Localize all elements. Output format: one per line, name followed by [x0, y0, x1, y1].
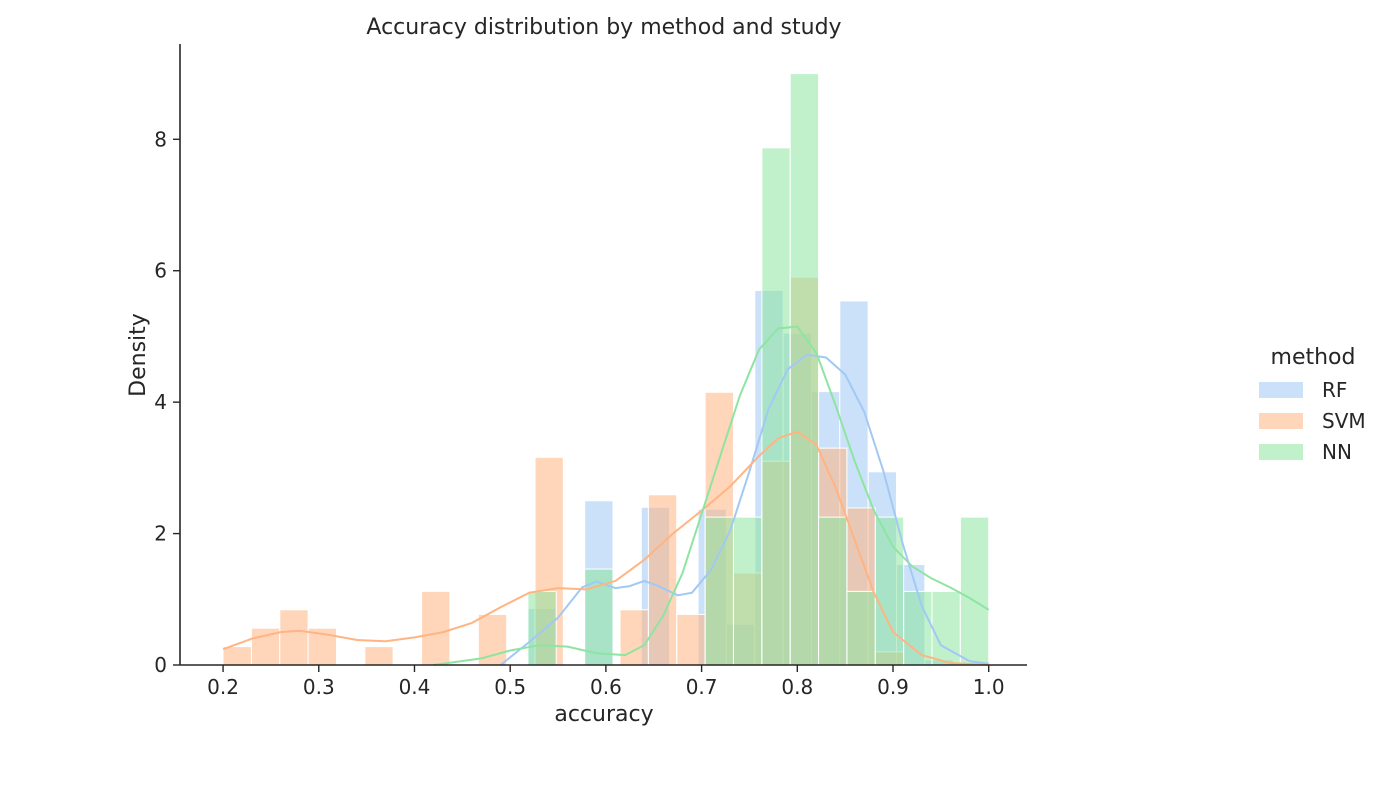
- histogram-bar-nn: [732, 516, 763, 666]
- legend-title: method: [1271, 345, 1356, 370]
- histogram-bar-nn: [818, 516, 848, 666]
- legend-swatch-nn: [1259, 444, 1303, 460]
- legend-swatch-svm: [1259, 413, 1303, 429]
- legend-label-rf: RF: [1322, 378, 1347, 402]
- histogram-bar-svm: [279, 609, 309, 666]
- y-tick-label: 0: [154, 653, 167, 677]
- y-tick-label: 6: [154, 259, 167, 283]
- x-tick-label: 0.8: [781, 675, 813, 699]
- x-axis-ticks: 0.2 0.3 0.4 0.5 0.6 0.7 0.8 0.9 1.0: [207, 665, 1005, 699]
- histogram-bar-nn: [903, 590, 933, 666]
- x-tick-label: 1.0: [973, 675, 1005, 699]
- histogram-bar-nn: [527, 590, 557, 666]
- legend-swatch-rf: [1259, 382, 1303, 398]
- histogram-bars: [222, 73, 990, 666]
- legend-label-nn: NN: [1322, 440, 1352, 464]
- histogram-bar-svm: [619, 609, 649, 666]
- x-tick-label: 0.7: [686, 675, 718, 699]
- histogram-bar-nn: [846, 590, 876, 666]
- kde-line-nn: [433, 325, 990, 666]
- histogram-bar-svm: [477, 613, 508, 666]
- histogram-bar-nn: [959, 516, 990, 666]
- histogram-bar-svm: [647, 494, 678, 666]
- histogram-bar-nn: [789, 73, 820, 666]
- histogram-bar-svm: [222, 646, 252, 666]
- x-tick-label: 0.4: [399, 675, 431, 699]
- histogram-bar-nn: [704, 516, 734, 666]
- chart-title: Accuracy distribution by method and stud…: [366, 15, 841, 40]
- histogram-bar-svm: [421, 590, 451, 666]
- x-tick-label: 0.2: [207, 675, 239, 699]
- y-axis-title: Density: [126, 313, 151, 397]
- legend-label-svm: SVM: [1322, 409, 1366, 433]
- kde-line-rf: [499, 353, 989, 666]
- legend: method RF SVM NN: [1259, 345, 1366, 464]
- x-tick-label: 0.3: [303, 675, 335, 699]
- histogram-bar-nn: [761, 147, 791, 666]
- x-tick-label: 0.9: [877, 675, 909, 699]
- histogram-bar-svm: [676, 613, 706, 666]
- y-axis-ticks: 0 2 4 6 8: [154, 127, 180, 677]
- y-tick-label: 2: [154, 522, 167, 546]
- kde-line-svm: [222, 430, 989, 666]
- y-tick-label: 4: [154, 390, 167, 414]
- kde-curves: [222, 325, 990, 666]
- histogram-bar-svm: [364, 646, 394, 666]
- x-axis-title: accuracy: [554, 702, 653, 727]
- x-tick-label: 0.6: [590, 675, 622, 699]
- y-tick-label: 8: [154, 127, 167, 151]
- x-tick-label: 0.5: [494, 675, 526, 699]
